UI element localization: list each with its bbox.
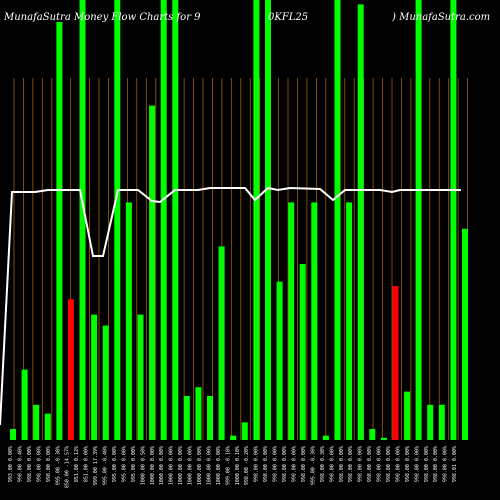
x-tick-label: 995.00 -0.40% <box>103 446 109 485</box>
bar <box>462 228 468 440</box>
bar <box>276 281 283 440</box>
bar <box>149 105 156 440</box>
bar <box>44 413 51 440</box>
x-tick-label: 998.00 0.00% <box>263 446 269 482</box>
x-tick-label: 1000.00 0.10% <box>235 446 241 485</box>
x-tick-label: 1000.00 0.50% <box>140 446 146 485</box>
bar <box>265 0 271 440</box>
x-tick-label: 851.00 0.00% <box>84 446 90 482</box>
x-tick-label: 1000.00 0.00% <box>206 446 212 485</box>
x-tick-label: 998.00 0.00% <box>367 446 373 482</box>
bar <box>33 404 40 440</box>
bar <box>299 264 306 440</box>
x-tick-label: 998.00 0.00% <box>414 446 420 482</box>
bar <box>207 396 213 440</box>
x-tick-label: 998.00 0.00% <box>46 446 52 482</box>
bar <box>404 391 411 440</box>
x-tick-label: 998.00 0.40% <box>17 446 23 482</box>
x-tick-label: 1000.00 0.00% <box>169 446 175 485</box>
bar <box>346 202 353 440</box>
bar <box>183 396 190 440</box>
x-tick-label: 1000.00 0.00% <box>150 446 156 485</box>
x-tick-label: 995.00 0.00% <box>131 446 137 482</box>
x-tick-label: 998.00 0.00% <box>27 446 33 482</box>
x-tick-label: 999.00 17.39% <box>93 446 99 485</box>
bar <box>380 437 387 440</box>
x-tick-label: 998.00 0.00% <box>36 446 42 482</box>
x-tick-label: 1000.00 0.00% <box>178 446 184 485</box>
bar <box>67 299 74 440</box>
bar <box>79 0 86 440</box>
bar <box>415 0 422 440</box>
bar <box>427 404 434 440</box>
chart-title-mid: 0KFL25 <box>268 12 308 23</box>
bar <box>241 422 248 440</box>
x-tick-label: 998.00 0.30% <box>320 446 326 482</box>
x-tick-label: 998.00 0.00% <box>424 446 430 482</box>
x-tick-label: 998.00 0.00% <box>273 446 279 482</box>
bar <box>288 202 295 440</box>
chart-title-right: ) MunafaSutra.com <box>391 12 490 23</box>
x-tick-label: 998.00 -0.20% <box>244 446 250 485</box>
bar <box>392 286 399 440</box>
bar <box>10 429 16 440</box>
x-tick-labels: 993.00 0.00% 998.00 0.40% 998.00 0.00% 998.… <box>8 446 458 488</box>
x-tick-label: 995.00 -0.30% <box>310 446 316 485</box>
x-tick-label: 998.01 0.00% <box>452 446 458 482</box>
bar <box>56 22 63 440</box>
x-tick-label: 998.00 0.00% <box>348 446 354 482</box>
bar <box>230 435 237 440</box>
x-tick-label: 998.00 0.00% <box>358 446 364 482</box>
bar <box>322 435 329 440</box>
x-tick-label: 1000.00 0.00% <box>188 446 194 485</box>
x-tick-label: 995.00 0.00% <box>121 446 127 482</box>
bar-series <box>10 0 468 441</box>
bar <box>125 202 132 440</box>
bar <box>172 0 179 440</box>
bar <box>137 314 144 440</box>
x-tick-label: 998.00 0.00% <box>443 446 449 482</box>
bar <box>438 404 445 440</box>
bar <box>114 0 121 440</box>
x-tick-label: 1000.00 0.00% <box>159 446 165 485</box>
x-tick-label: 999.00 -0.10% <box>225 446 231 485</box>
x-tick-label: 998.00 0.00% <box>329 446 335 482</box>
bar <box>160 0 167 440</box>
bar <box>450 0 457 440</box>
x-tick-label: 851.00 0.12% <box>74 446 80 482</box>
bar <box>334 0 341 440</box>
x-tick-label: 998.00 0.00% <box>386 446 392 482</box>
bar <box>369 429 376 440</box>
chart-title-left: MunafaSutra Money Flow Charts for 9 <box>3 12 201 23</box>
bar <box>311 202 318 440</box>
x-tick-label: 998.00 0.00% <box>405 446 411 482</box>
bar <box>21 369 28 440</box>
x-tick-label: 850.00 -14.57% <box>65 446 71 488</box>
x-tick-label: 995.00 0.00% <box>112 446 118 482</box>
x-tick-label: 998.00 0.00% <box>395 446 401 482</box>
price-line <box>0 186 461 426</box>
x-tick-label: 1000.00 0.00% <box>216 446 222 485</box>
x-tick-label: 998.00 0.00% <box>433 446 439 482</box>
x-tick-label: 998.00 0.00% <box>339 446 345 482</box>
x-tick-label: 998.00 0.00% <box>292 446 298 482</box>
bar <box>253 0 260 440</box>
bar <box>91 314 98 440</box>
x-tick-label: 998.00 0.00% <box>377 446 383 482</box>
x-tick-label: 998.00 0.00% <box>254 446 260 482</box>
x-tick-label: 1000.00 0.00% <box>197 446 203 485</box>
bar <box>218 246 225 440</box>
x-tick-label: 993.00 0.00% <box>8 446 14 482</box>
x-tick-label: 998.00 0.00% <box>301 446 307 482</box>
bar <box>102 325 109 440</box>
line-series <box>0 186 461 426</box>
x-tick-label: 995.00 -0.30% <box>55 446 61 485</box>
bar <box>195 387 202 440</box>
bar <box>357 4 364 441</box>
x-tick-label: 998.00 0.00% <box>282 446 288 482</box>
